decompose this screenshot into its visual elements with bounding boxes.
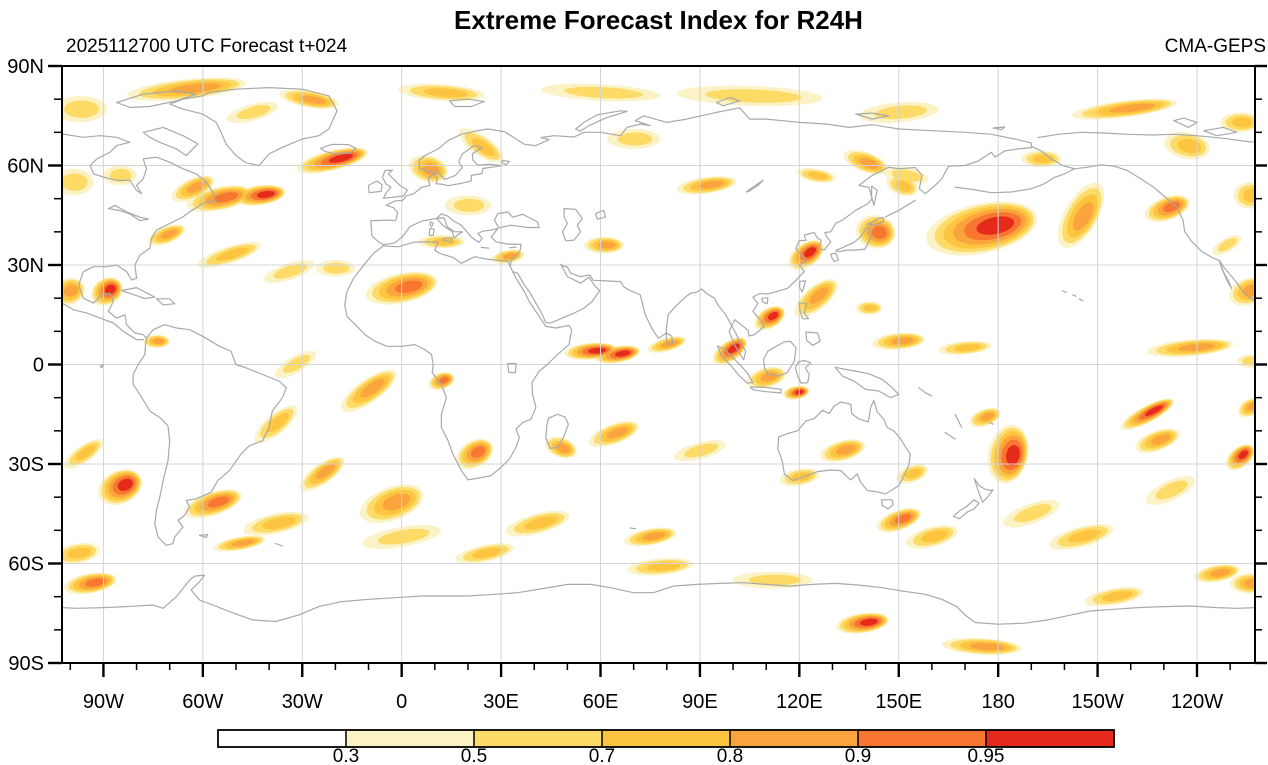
colorbar-tick-label: 0.95 bbox=[968, 746, 1005, 765]
colorbar-tick-label: 0.8 bbox=[717, 746, 743, 765]
axes: 90N 60N 30N 0 30S 60S 90S 90W 60W 30W 0 30E 60E 90E 12… bbox=[7, 56, 1267, 713]
colorbar: 0.3 0.5 0.7 0.8 0.9 0.95 bbox=[217, 729, 1115, 765]
lat-tick-label: 90S bbox=[8, 653, 44, 675]
colorbar-tick-label: 0.9 bbox=[845, 746, 871, 765]
lon-tick-label: 150W bbox=[1071, 691, 1123, 713]
lon-tick-label: 60W bbox=[182, 691, 223, 713]
lon-tick-label: 120W bbox=[1171, 691, 1223, 713]
lon-tick-label: 90W bbox=[83, 691, 124, 713]
lon-tick-label: 180 bbox=[981, 691, 1014, 713]
lon-tick-label: 120E bbox=[776, 691, 823, 713]
colorbar-tick-label: 0.7 bbox=[589, 746, 615, 765]
model-label: CMA-GEPS bbox=[1164, 36, 1266, 57]
lon-tick-label: 90E bbox=[682, 691, 718, 713]
lat-tick-label: 60N bbox=[7, 156, 44, 178]
lon-tick-label: 30E bbox=[483, 691, 519, 713]
page-title: Extreme Forecast Index for R24H bbox=[454, 5, 863, 35]
lon-tick-label: 30W bbox=[282, 691, 323, 713]
colorbar-tick-label: 0.5 bbox=[461, 746, 487, 765]
lon-tick-label: 150E bbox=[875, 691, 922, 713]
coastlines bbox=[62, 87, 1255, 625]
efi-field bbox=[62, 77, 1255, 655]
forecast-init-label: 2025112700 UTC Forecast t+024 bbox=[66, 36, 348, 57]
lat-tick-label: 90N bbox=[7, 56, 44, 78]
lon-tick-label: 0 bbox=[396, 691, 407, 713]
lat-tick-label: 30N bbox=[7, 255, 44, 277]
lat-tick-label: 0 bbox=[33, 355, 44, 377]
colorbar-tick-label: 0.3 bbox=[333, 746, 359, 765]
lat-tick-label: 30S bbox=[8, 454, 44, 476]
lat-tick-label: 60S bbox=[8, 554, 44, 576]
lon-tick-label: 60E bbox=[583, 691, 619, 713]
